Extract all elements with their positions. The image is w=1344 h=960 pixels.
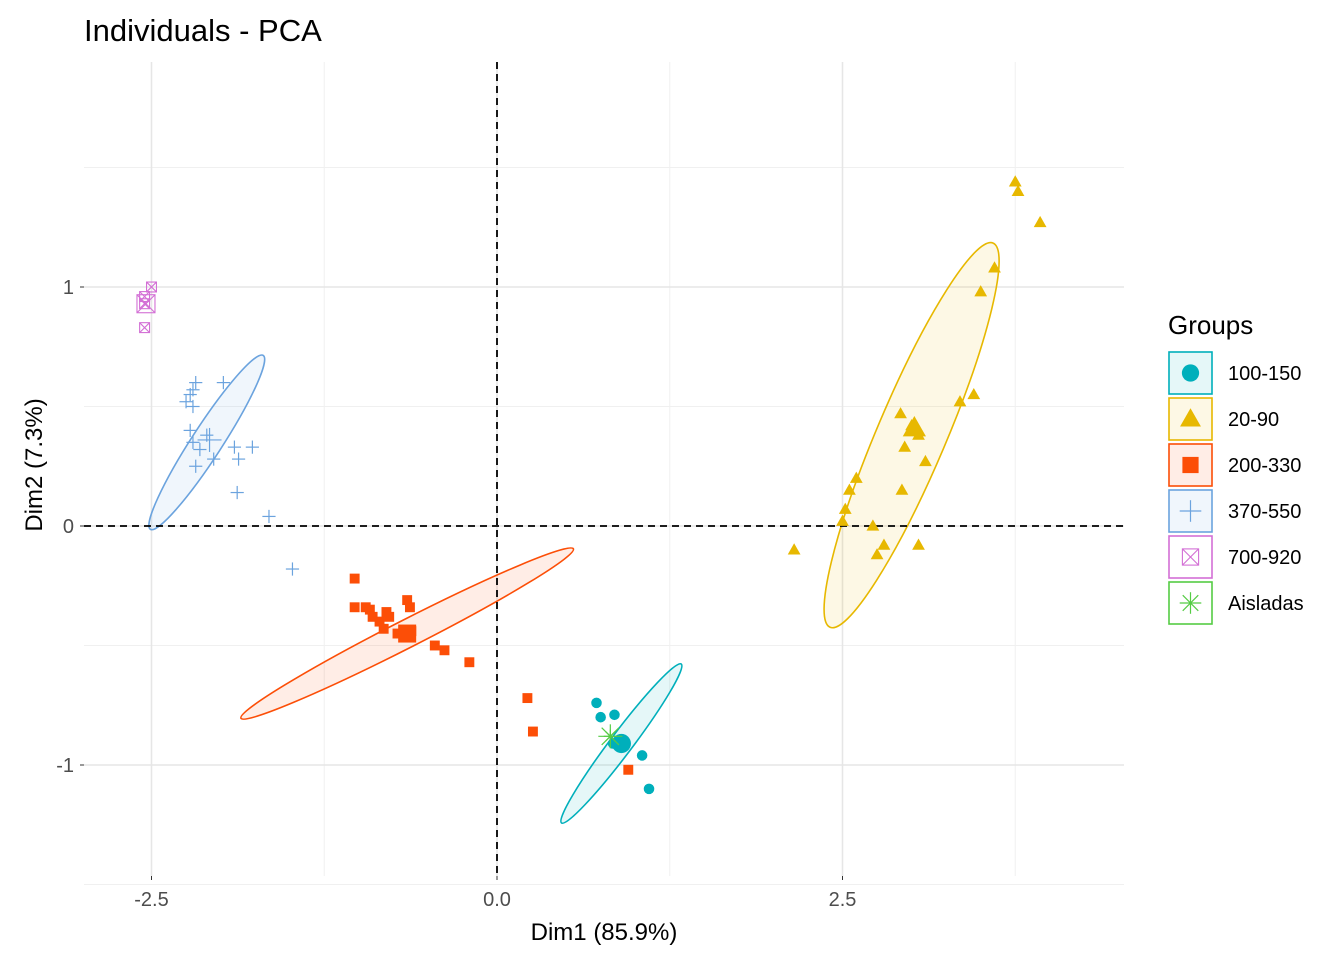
point-20-90 xyxy=(988,261,1001,273)
legend-marker-20-90 xyxy=(1180,408,1201,427)
point-370-550 xyxy=(231,452,246,466)
legend-marker-370-550 xyxy=(1179,500,1202,522)
point-370-550 xyxy=(207,452,221,466)
legend: Groups 100-150 20-90 200-330 370-550 700-920… xyxy=(1168,310,1304,625)
legend-marker-Aisladas xyxy=(1179,592,1202,614)
point-200-330 xyxy=(367,611,378,622)
point-200-330 xyxy=(392,628,403,639)
mean-point-200-330 xyxy=(398,624,417,643)
ellipse-370-550 xyxy=(148,354,266,531)
legend-title: Groups xyxy=(1168,310,1253,340)
point-370-550 xyxy=(186,435,200,449)
point-200-330 xyxy=(384,611,395,622)
legend-label-Aisladas: Aisladas xyxy=(1228,593,1304,615)
legend-marker-100-150 xyxy=(1181,364,1200,382)
point-200-330 xyxy=(402,595,413,606)
mean-point-20-90 xyxy=(902,416,926,437)
point-200-330 xyxy=(378,623,389,634)
point-200-330 xyxy=(439,645,450,656)
point-20-90 xyxy=(895,483,909,495)
point-200-330 xyxy=(364,604,375,615)
x-tick-label: 0.0 xyxy=(483,889,511,911)
point-100-150 xyxy=(643,783,655,795)
axis-ticks: -2.5 0.0 2.5 -1 0 1 xyxy=(56,277,856,911)
point-200-330 xyxy=(404,602,415,613)
point-100-150 xyxy=(591,697,602,709)
point-370-550 xyxy=(193,442,207,457)
point-370-550 xyxy=(189,376,203,390)
y-tick-label: 1 xyxy=(63,277,74,299)
point-100-150 xyxy=(609,709,620,721)
point-200-330 xyxy=(429,640,440,651)
point-20-90 xyxy=(836,514,849,526)
point-700-920 xyxy=(146,281,158,293)
legend-label-100-150: 100-150 xyxy=(1228,363,1301,385)
y-axis-title: Dim2 (7.3%) xyxy=(21,398,48,531)
point-370-550 xyxy=(186,383,200,397)
legend-label-370-550: 370-550 xyxy=(1228,501,1301,523)
point-20-90 xyxy=(849,471,863,483)
x-tick-label: 2.5 xyxy=(829,889,857,911)
point-370-550 xyxy=(285,562,300,576)
point-20-90 xyxy=(898,440,912,452)
point-200-330 xyxy=(527,726,538,737)
point-20-90 xyxy=(843,483,856,495)
point-200-330 xyxy=(464,657,475,668)
mean-point-100-150 xyxy=(611,733,631,754)
x-tick-label: -2.5 xyxy=(134,889,168,911)
point-20-90 xyxy=(953,395,967,407)
point-20-90 xyxy=(1011,184,1025,197)
chart-title: Individuals - PCA xyxy=(84,13,322,48)
point-20-90 xyxy=(967,387,981,400)
point-370-550 xyxy=(230,485,244,500)
reference-lines xyxy=(84,62,1124,876)
point-20-90 xyxy=(1033,215,1047,228)
mean-point-700-920 xyxy=(136,294,156,314)
point-20-90 xyxy=(838,502,852,514)
point-370-550 xyxy=(179,395,193,409)
point-20-90 xyxy=(877,538,891,550)
point-370-550 xyxy=(216,376,230,390)
point-370-550 xyxy=(227,440,242,454)
point-20-90 xyxy=(870,548,884,560)
point-20-90 xyxy=(787,543,801,555)
point-370-550 xyxy=(189,459,203,473)
y-tick-label: -1 xyxy=(56,755,74,777)
point-20-90 xyxy=(974,285,988,297)
legend-label-200-330: 200-330 xyxy=(1228,455,1301,477)
point-700-920 xyxy=(139,322,151,334)
point-200-330 xyxy=(374,616,385,627)
point-200-330 xyxy=(349,573,360,584)
point-370-550 xyxy=(183,423,197,437)
x-axis-title: Dim1 (85.9%) xyxy=(531,919,678,946)
point-200-330 xyxy=(522,693,533,704)
point-100-150 xyxy=(595,711,606,723)
point-20-90 xyxy=(866,519,880,531)
point-100-150 xyxy=(636,750,648,761)
point-370-550 xyxy=(262,509,276,524)
legend-label-20-90: 20-90 xyxy=(1228,409,1279,431)
point-370-550 xyxy=(186,399,200,414)
point-20-90 xyxy=(1008,175,1022,187)
point-200-330 xyxy=(349,602,360,613)
point-370-550 xyxy=(245,440,259,454)
legend-label-700-920: 700-920 xyxy=(1228,547,1301,569)
point-20-90 xyxy=(919,454,932,467)
confidence-ellipses xyxy=(148,241,1000,825)
mean-point-370-550 xyxy=(197,427,222,452)
point-20-90 xyxy=(894,407,907,419)
point-200-330 xyxy=(623,764,634,775)
data-points xyxy=(136,175,1047,795)
point-700-920 xyxy=(139,298,151,310)
y-tick-label: 0 xyxy=(63,516,74,538)
legend-marker-700-920 xyxy=(1181,548,1200,566)
legend-marker-200-330 xyxy=(1182,456,1199,474)
point-20-90 xyxy=(912,538,925,550)
mean-point-Aisladas xyxy=(598,724,623,749)
